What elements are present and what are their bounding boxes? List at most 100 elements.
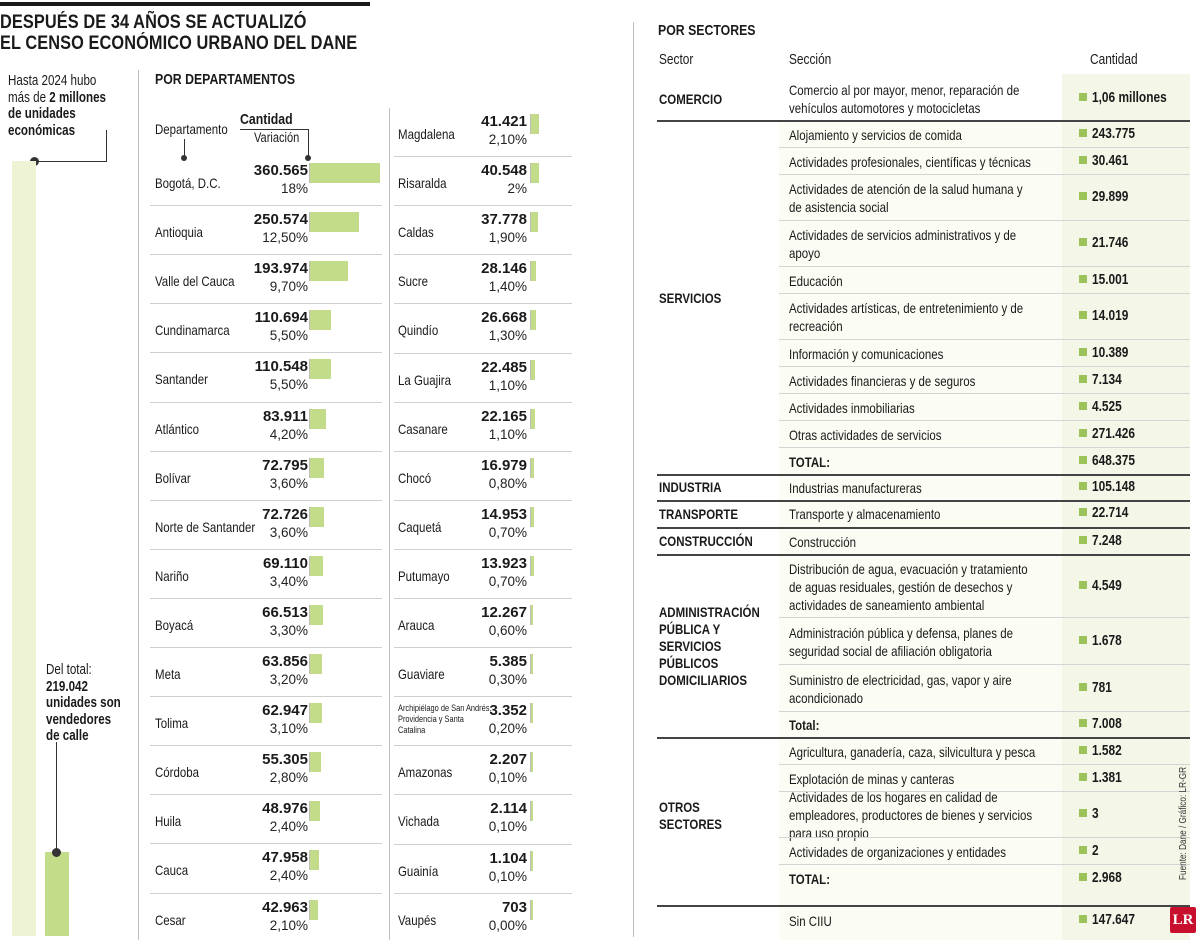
section-name: Transporte y almacenamiento	[789, 505, 974, 523]
sector-label-line: COMERCIO	[659, 90, 723, 107]
quantity-marker	[1079, 915, 1087, 923]
intro-note: Hasta 2024 hubo más de 2 millones de uni…	[8, 73, 158, 139]
section-quantity-text: 7.008	[1092, 716, 1122, 732]
quantity-marker	[1079, 481, 1087, 490]
department-name-text: Quindío	[398, 322, 439, 339]
department-row-divider	[394, 450, 572, 452]
sector-label: ADMINISTRACIÓN PÚBLICA Y SERVICIOS PÚBLICOS…	[659, 604, 782, 689]
department-bar-axis	[530, 801, 531, 822]
section-quantity-text: 4.549	[1092, 577, 1122, 594]
department-bar-axis	[309, 310, 310, 331]
department-value: 69.110	[262, 554, 308, 572]
department-value: 62.947	[262, 702, 308, 720]
sector-divider	[657, 737, 1190, 739]
department-name-text: Vaupés	[398, 911, 437, 928]
department-row-divider	[150, 696, 382, 698]
department-bar	[531, 703, 533, 724]
sector-divider	[657, 905, 1190, 907]
department-row-divider	[394, 205, 572, 207]
section-quantity: 21.746	[1079, 235, 1136, 251]
department-name-text: Arauca	[398, 617, 435, 633]
department-name-text: Meta	[155, 666, 181, 682]
section-row-divider	[779, 293, 1190, 294]
sector-label-line: SERVICIOS	[659, 290, 722, 306]
department-name: Guainía	[398, 863, 447, 879]
department-row-divider	[150, 352, 382, 354]
department-bar	[310, 703, 323, 724]
department-variation: 3,60%	[269, 475, 308, 491]
department-bar	[531, 359, 536, 380]
dep-header-dot	[181, 155, 187, 161]
department-value: 83.911	[262, 407, 308, 425]
department-bar	[310, 555, 324, 576]
department-value: 110.548	[254, 358, 308, 376]
sector-header-sector: Sector	[659, 52, 701, 68]
department-value: 360.565	[253, 162, 308, 179]
department-value: 66.513	[262, 603, 308, 621]
section-name: Alojamiento y servicios de comida	[789, 126, 1000, 144]
section-total-label: TOTAL:	[789, 870, 839, 888]
department-name: Quindío	[398, 322, 447, 338]
department-name-text: Huila	[155, 813, 182, 830]
source-credit: Fuente: Dane / Gráfico: LR-GR	[1178, 742, 1189, 880]
department-name-text: Bogotá, D.C.	[155, 175, 221, 191]
department-bar-axis	[530, 654, 531, 675]
section-name: Actividades de atención de la salud huma…	[789, 180, 1074, 216]
quantity-marker	[1079, 401, 1087, 410]
section-total-label: TOTAL:	[789, 453, 839, 471]
department-bar	[310, 654, 323, 674]
dep-header-department: Departamento	[155, 121, 244, 137]
page-title: DESPUÉS DE 34 AÑOS SE ACTUALIZÓ EL CENSO…	[0, 12, 520, 54]
section-row-divider	[779, 764, 1190, 765]
intro-line: más de 2 millones	[8, 90, 128, 107]
department-name: Atlántico	[155, 421, 209, 437]
department-row-divider	[394, 794, 572, 796]
section-quantity-text: 1,06 millones	[1092, 90, 1167, 106]
quantity-marker	[1079, 809, 1087, 817]
department-name-text: Córdoba	[155, 764, 200, 781]
department-bar	[531, 752, 533, 773]
section-quantity-text: 10.389	[1092, 344, 1129, 361]
department-bar-axis	[309, 752, 310, 773]
section-row-divider	[779, 617, 1190, 618]
section-row-divider	[779, 420, 1190, 421]
section-row-divider	[779, 266, 1190, 267]
department-variation: 1,10%	[488, 377, 527, 393]
section-quantity-text: 14.019	[1092, 308, 1129, 324]
section-quantity: 1.381	[1079, 770, 1128, 786]
column-divider	[389, 108, 390, 940]
department-value: 26.668	[481, 309, 527, 327]
department-bar-axis	[530, 212, 531, 233]
department-variation: 2,80%	[269, 770, 308, 786]
sector-label-line: OTROS	[659, 798, 700, 815]
column-divider	[633, 22, 634, 937]
department-bar-axis	[309, 506, 310, 527]
department-name-text: Nariño	[155, 567, 189, 584]
department-bar-axis	[309, 261, 310, 282]
department-variation: 5,50%	[269, 377, 308, 393]
column-divider	[138, 70, 139, 940]
department-bar	[310, 850, 320, 871]
section-name: Actividades profesionales, científicas y…	[789, 153, 1084, 171]
sub-connector	[56, 742, 57, 850]
department-value: 110.694	[254, 309, 308, 327]
department-row-divider	[394, 352, 572, 354]
department-name-text: Cesar	[155, 911, 186, 928]
department-value: 193.974	[253, 260, 308, 278]
department-value: 48.976	[262, 800, 308, 818]
department-name-text: Chocó	[398, 469, 432, 486]
department-value: 14.953	[481, 505, 527, 523]
quantity-marker	[1079, 508, 1087, 516]
sector-label-line: SERVICIOS	[659, 638, 722, 654]
intro-line: Hasta 2024 hubo	[8, 73, 97, 89]
department-value: 2.114	[490, 800, 527, 818]
department-bar-axis	[530, 506, 531, 527]
department-bar	[531, 801, 533, 822]
section-name: Explotación de minas y canteras	[789, 770, 991, 788]
section-name-line: recreación	[789, 318, 843, 334]
department-value: 72.795	[262, 456, 308, 474]
section-name-line: Actividades financieras y de seguros	[789, 372, 976, 389]
department-value: 16.979	[481, 456, 527, 474]
section-quantity-text: 15.001	[1092, 271, 1129, 288]
department-variation: 2,10%	[269, 917, 308, 933]
